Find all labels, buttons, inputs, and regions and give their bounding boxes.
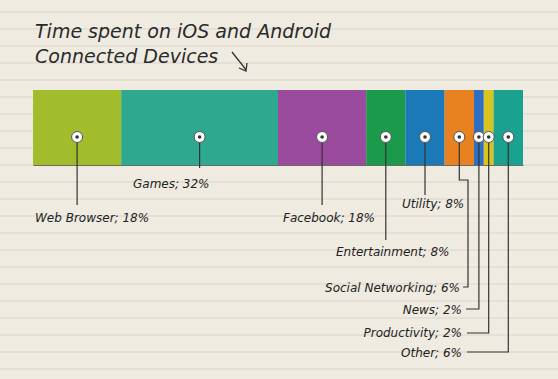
chart: Time spent on iOS and Android Connected D… [0,0,558,379]
axis-line [34,165,524,166]
ruled-line [0,267,558,268]
pin-center [198,135,202,139]
title-line: Time spent on iOS and Android [35,20,332,42]
data-label: Games; 32% [133,177,210,191]
pin-center [320,135,324,139]
pin [483,132,494,143]
pin-center [384,135,388,139]
leader-line [385,137,386,240]
data-label: Web Browser; 18% [35,211,149,225]
pin [503,132,514,143]
title-line: Connected Devices [35,45,218,67]
ruled-line [0,233,558,234]
leader-line [459,137,468,287]
pin [420,132,431,143]
leader-line [424,137,425,195]
pin [194,132,205,143]
pin-center [477,135,481,139]
ruled-line [0,182,558,183]
pin-center [507,135,511,139]
background [0,0,558,379]
bars [33,90,523,165]
ruled-line [0,301,558,302]
ruled-line [0,80,558,81]
data-label: Social Networking; 6% [325,281,460,295]
ruled-lines [0,12,558,369]
pin-center [75,135,79,139]
pin [380,132,391,143]
arrow [232,52,247,71]
leader-line [467,137,489,333]
pin-center [487,135,491,139]
ruled-line [0,12,558,13]
leader-line [76,137,77,205]
ruled-line [0,318,558,319]
ruled-line [0,369,558,370]
data-label: Utility; 8% [402,197,464,211]
pin [454,132,465,143]
annotations: Web Browser; 18% Games; 32% Facebook; 18% E… [35,132,514,361]
data-label: Productivity; 2% [363,326,462,340]
pin-center [423,135,427,139]
data-label: Entertainment; 8% [336,245,449,259]
leader-line [322,137,323,205]
ruled-line [0,335,558,336]
data-label: Facebook; 18% [283,211,375,225]
ruled-line [0,199,558,200]
pin [72,132,83,143]
leader-line [466,137,479,309]
pin-center [458,135,462,139]
data-label: News; 2% [403,303,462,317]
x-axis [34,165,524,166]
leader-line [467,137,508,352]
ruled-line [0,250,558,251]
title: Time spent on iOS and Android Connected D… [35,20,332,67]
pin [317,132,328,143]
data-label: Other; 6% [401,346,462,360]
ruled-line [0,284,558,285]
